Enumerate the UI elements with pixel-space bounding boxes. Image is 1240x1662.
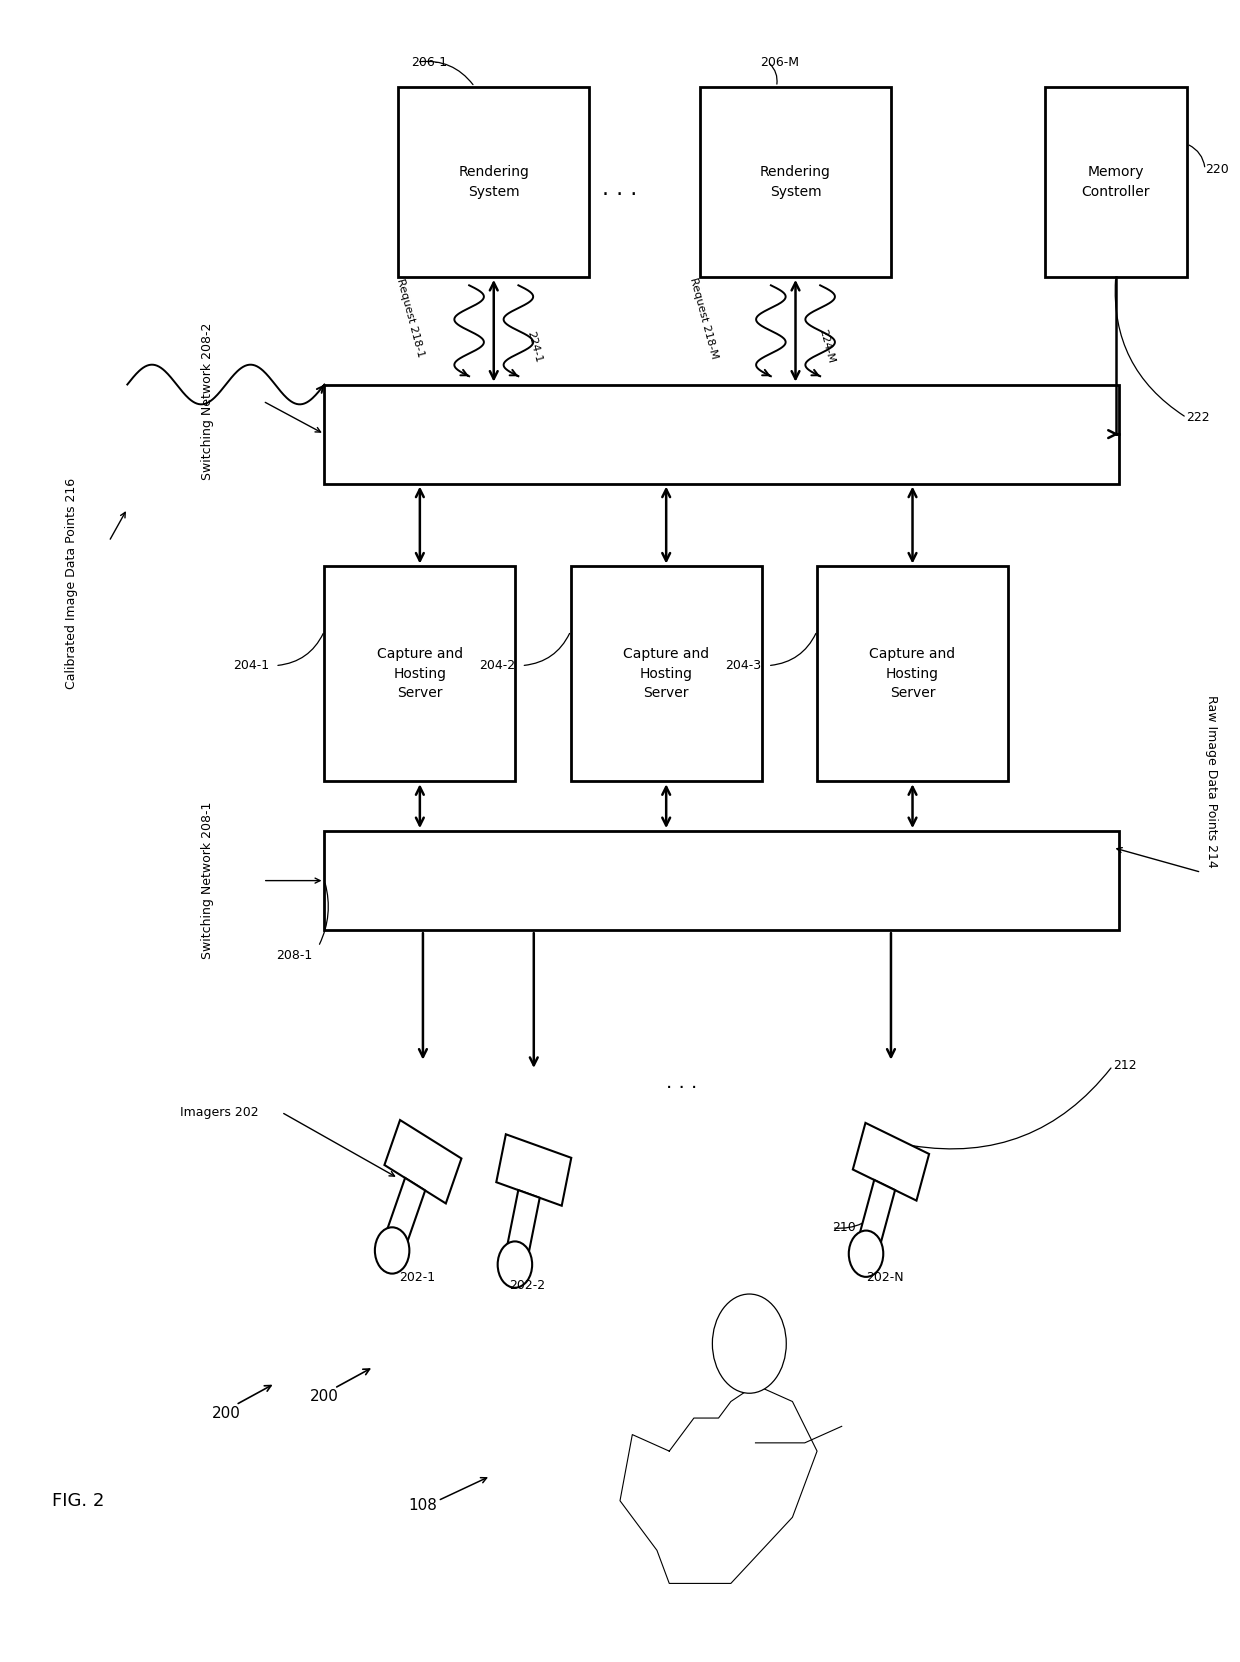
Bar: [325, 831, 1118, 931]
Text: 210: 210: [832, 1222, 856, 1235]
Text: 200: 200: [212, 1406, 241, 1421]
Text: 220: 220: [1205, 163, 1229, 176]
Text: 224-M: 224-M: [817, 329, 836, 364]
Circle shape: [374, 1227, 409, 1273]
Polygon shape: [384, 1120, 461, 1203]
Text: 222: 222: [1187, 411, 1210, 424]
Bar: [1045, 86, 1187, 278]
Text: 206-M: 206-M: [760, 55, 800, 68]
Text: Switching Network 208-1: Switching Network 208-1: [201, 803, 213, 959]
Text: Switching Network 208-2: Switching Network 208-2: [201, 322, 213, 480]
Polygon shape: [506, 1190, 539, 1261]
Text: 204-3: 204-3: [725, 660, 761, 671]
Text: 224-1: 224-1: [525, 329, 543, 364]
Bar: [570, 567, 761, 781]
Text: 200: 200: [310, 1389, 339, 1404]
Bar: [325, 567, 516, 781]
Text: Request 218-1: Request 218-1: [396, 278, 427, 359]
Text: 206-1: 206-1: [410, 55, 448, 68]
Text: 204-1: 204-1: [233, 660, 269, 671]
Text: 208-1: 208-1: [275, 949, 312, 962]
Text: Calibrated Image Data Points 216: Calibrated Image Data Points 216: [66, 477, 78, 688]
Text: 202-2: 202-2: [510, 1280, 546, 1293]
Circle shape: [712, 1295, 786, 1393]
Text: . . .: . . .: [666, 1074, 697, 1092]
Text: Rendering
System: Rendering System: [760, 165, 831, 199]
Text: FIG. 2: FIG. 2: [52, 1492, 104, 1509]
Text: Rendering
System: Rendering System: [459, 165, 529, 199]
Text: 202-1: 202-1: [399, 1271, 435, 1285]
Polygon shape: [857, 1180, 895, 1251]
Text: Capture and
Hosting
Server: Capture and Hosting Server: [377, 648, 463, 700]
Circle shape: [849, 1230, 883, 1276]
Text: Request 218-M: Request 218-M: [688, 276, 719, 361]
Text: 108: 108: [408, 1497, 438, 1512]
Bar: [325, 384, 1118, 484]
Text: Memory
Controller: Memory Controller: [1081, 165, 1149, 199]
Text: Imagers 202: Imagers 202: [180, 1105, 259, 1119]
Text: 204-2: 204-2: [479, 660, 516, 671]
Polygon shape: [853, 1124, 929, 1200]
Text: Capture and
Hosting
Server: Capture and Hosting Server: [869, 648, 956, 700]
Text: Raw Image Data Points 214: Raw Image Data Points 214: [1205, 695, 1218, 868]
Text: 202-N: 202-N: [866, 1271, 904, 1285]
Text: Capture and
Hosting
Server: Capture and Hosting Server: [624, 648, 709, 700]
Bar: [817, 567, 1008, 781]
Polygon shape: [496, 1133, 572, 1205]
Bar: [398, 86, 589, 278]
Polygon shape: [384, 1178, 425, 1250]
Bar: [701, 86, 892, 278]
Circle shape: [497, 1242, 532, 1288]
Text: 212: 212: [1112, 1059, 1136, 1072]
Text: . . .: . . .: [603, 179, 637, 199]
